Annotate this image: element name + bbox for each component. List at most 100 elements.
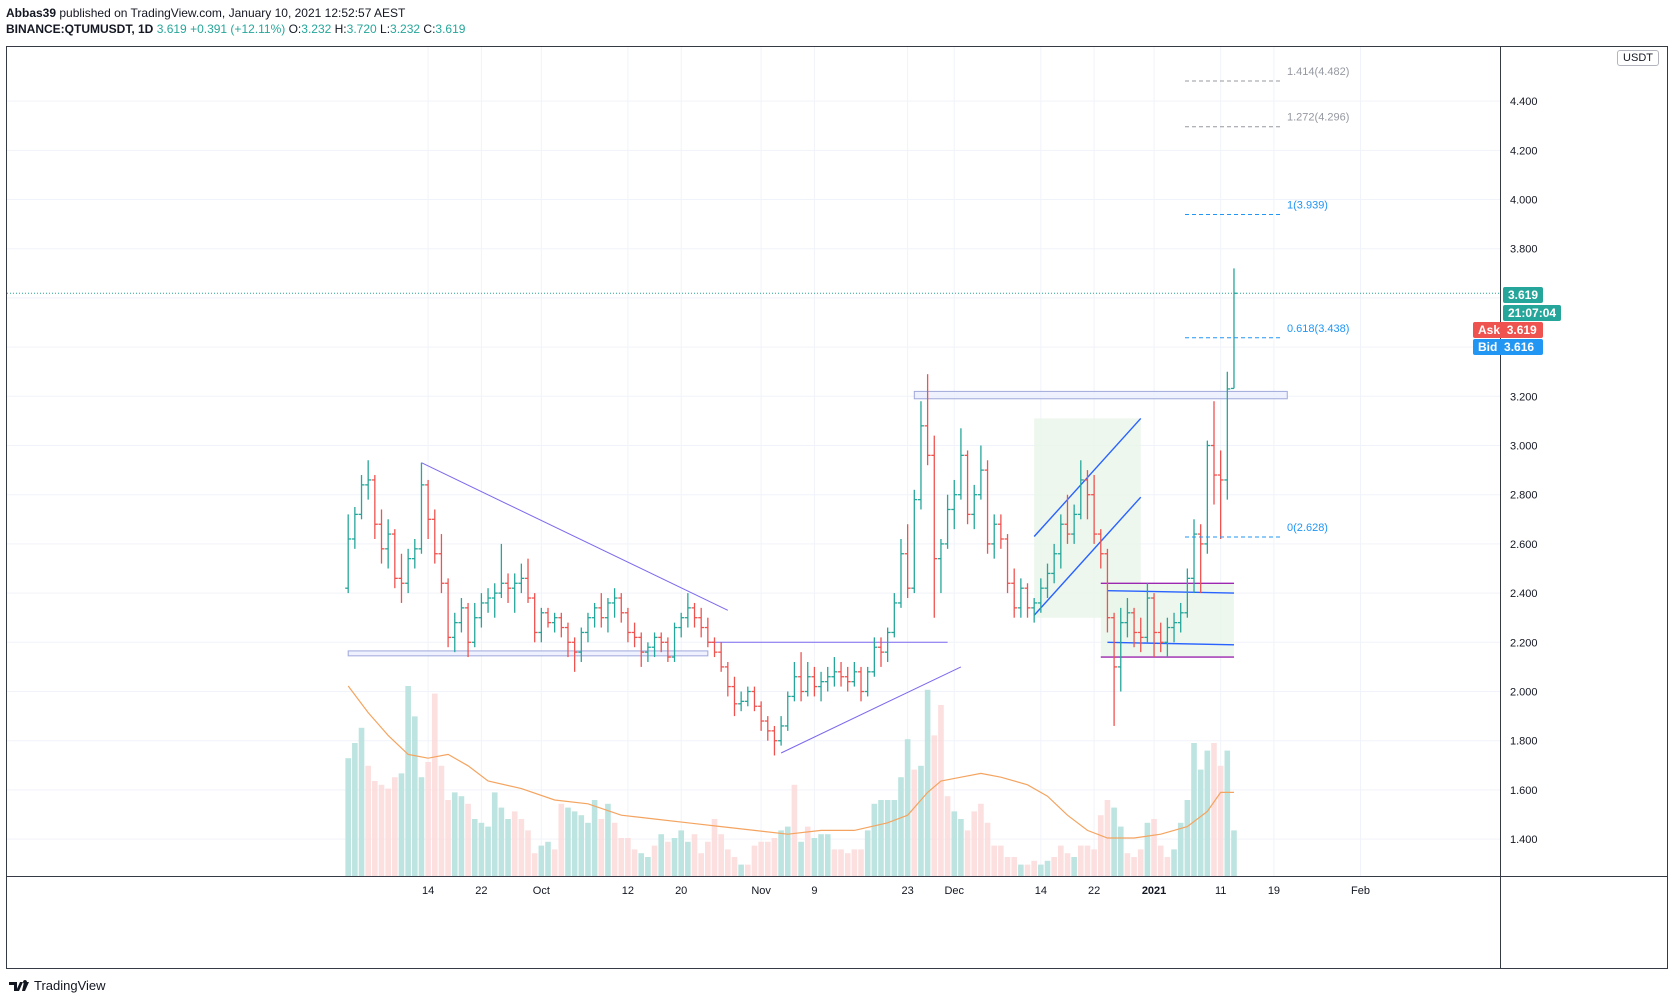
volume-bar — [811, 838, 818, 876]
volume-bar — [365, 765, 371, 876]
volume-bar — [445, 800, 451, 876]
volume-bar — [605, 803, 611, 876]
ohlc-bar — [624, 607, 631, 643]
ohlc-bar — [704, 617, 711, 648]
ohlc-bar — [644, 642, 651, 662]
ohlc-bar — [618, 593, 625, 623]
volume-bar — [851, 849, 858, 876]
currency-unit-badge[interactable]: USDT — [1617, 50, 1659, 66]
ohlc-bar — [505, 573, 512, 603]
volume-bar — [1018, 864, 1024, 876]
ohlc-bar — [744, 686, 751, 707]
ohlc-bar — [804, 661, 811, 697]
volume-bar — [531, 853, 538, 876]
volume-bar — [651, 845, 658, 876]
volume-bar — [618, 838, 625, 876]
volume-bar — [818, 834, 824, 876]
volume-bar — [1031, 860, 1037, 876]
volume-bar — [731, 857, 738, 876]
volume-bar — [904, 739, 911, 876]
ohlc-bar — [1051, 543, 1058, 584]
ohlc-bar — [1191, 519, 1198, 594]
volume-bar — [1197, 769, 1204, 876]
x-tick-label: 2021 — [1142, 885, 1166, 897]
volume-bar — [918, 765, 924, 876]
y-tick-label: 1.600 — [1510, 785, 1538, 797]
ohlc-bar — [511, 573, 518, 613]
x-tick-label: Dec — [944, 885, 964, 897]
ohlc-bar — [811, 666, 818, 697]
x-tick-label: 22 — [475, 885, 487, 897]
ohlc-bar — [545, 607, 551, 628]
open-value: 3.232 — [301, 22, 332, 36]
volume-bar — [1171, 849, 1177, 876]
volume-bar — [645, 857, 651, 876]
volume-bar — [1124, 853, 1131, 876]
volume-bar — [1204, 750, 1211, 876]
trendline — [1033, 496, 1142, 616]
ohlc-bar — [764, 716, 771, 741]
volume-bar — [751, 845, 758, 876]
ohlc-bar — [964, 450, 971, 525]
ohlc-bar — [931, 435, 938, 618]
bid-text: Bid — [1478, 340, 1498, 354]
ohlc-bar — [1011, 568, 1018, 618]
volume-bar — [372, 781, 378, 876]
ohlc-bar — [385, 519, 392, 569]
ohlc-bar — [878, 637, 884, 667]
footer-brand[interactable]: TradingView — [8, 978, 106, 993]
volume-bar — [804, 826, 811, 876]
ohlc-bar — [851, 661, 858, 687]
volume-bar — [485, 826, 491, 876]
ohlc-bar — [1197, 524, 1204, 594]
volume-bar — [1184, 800, 1191, 876]
volume-bar — [864, 830, 871, 876]
author-name: Abbas39 — [6, 6, 57, 20]
ohlc-bar — [1184, 568, 1191, 618]
publisher-line: Abbas39 published on TradingView.com, Ja… — [6, 6, 405, 20]
ohlc-bar — [525, 558, 532, 603]
volume-bar — [418, 777, 425, 876]
high-value: 3.720 — [346, 22, 377, 36]
chart-frame — [6, 46, 1668, 969]
trendline — [1107, 589, 1234, 594]
volume-bar — [1064, 853, 1071, 876]
volume-bar — [585, 822, 591, 876]
ohlc-bar — [997, 514, 1004, 549]
volume-bar — [1224, 750, 1231, 876]
ohlc-bar — [904, 524, 911, 599]
ohlc-bar — [1057, 514, 1064, 569]
high-label: H: — [334, 22, 347, 36]
volume-bar — [1117, 826, 1124, 876]
ohlc-bar — [498, 543, 505, 599]
low-value: 3.232 — [390, 22, 421, 36]
volume-bar — [505, 819, 511, 876]
ohlc-bar — [1097, 529, 1104, 569]
volume-bar — [1038, 864, 1044, 876]
zone-support — [347, 650, 709, 657]
ohlc-bar — [791, 661, 798, 702]
volume-bar — [938, 705, 944, 876]
ohlc-bar — [1171, 612, 1178, 643]
ohlc-bar — [571, 637, 578, 672]
ohlc-bar — [698, 607, 705, 638]
volume-bar — [944, 796, 951, 876]
ohlc-bar — [858, 666, 865, 702]
volume-bar — [1044, 860, 1051, 876]
ohlc-bar — [731, 676, 738, 717]
volume-bar — [1071, 857, 1077, 876]
volume-bar — [911, 769, 918, 876]
ohlc-bar — [884, 627, 891, 662]
ohlc-bar — [1131, 607, 1138, 648]
volume-bar — [378, 784, 385, 876]
ohlc-bar — [957, 428, 964, 500]
ohlc-bar — [684, 593, 691, 628]
ohlc-bar — [598, 593, 605, 628]
volume-bar — [964, 830, 971, 876]
fib-level-label: 1.272(4.296) — [1287, 112, 1349, 124]
open-label: O: — [288, 22, 302, 36]
volume-bar — [778, 830, 784, 876]
volume-bar — [824, 834, 831, 876]
ohlc-bar — [771, 725, 778, 756]
